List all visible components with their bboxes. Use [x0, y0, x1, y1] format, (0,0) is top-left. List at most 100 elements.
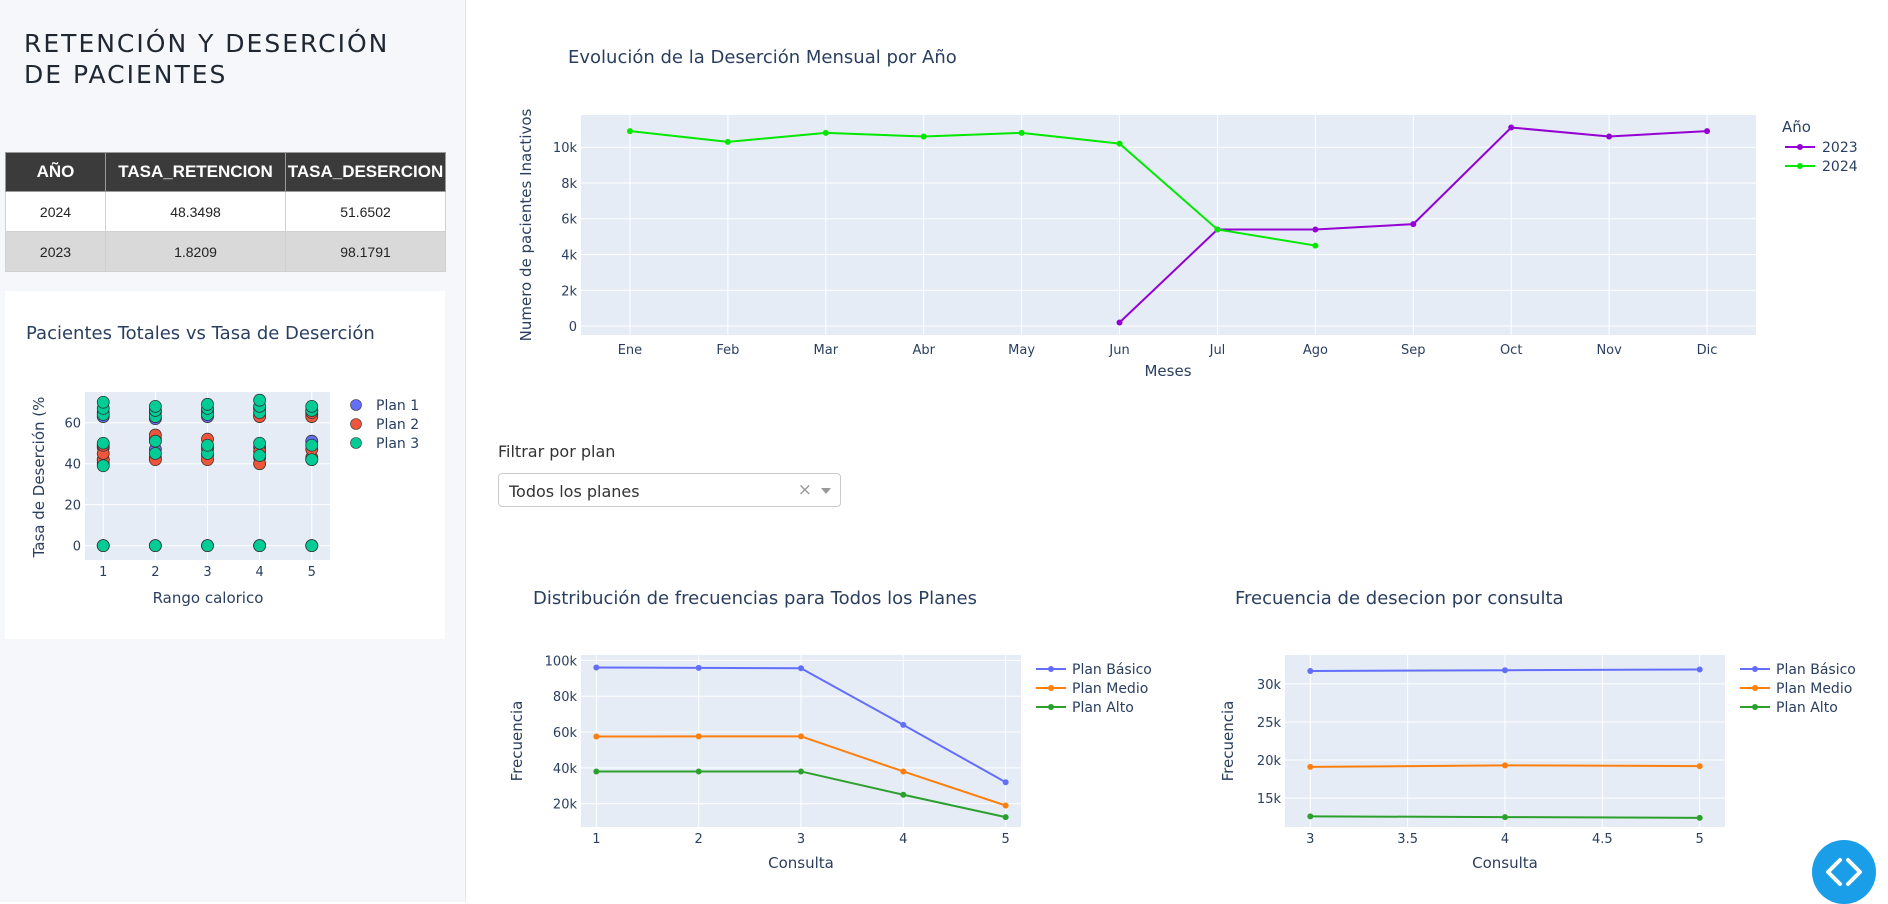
data-point[interactable] [593, 664, 600, 671]
data-point[interactable] [900, 791, 907, 798]
data-point[interactable] [1018, 129, 1025, 136]
data-point[interactable] [1502, 814, 1508, 821]
legend-marker [1048, 666, 1054, 672]
legend-marker[interactable] [350, 418, 362, 430]
data-point[interactable] [798, 733, 804, 740]
data-point[interactable] [593, 768, 600, 775]
legend-marker[interactable] [350, 437, 362, 449]
legend-label[interactable]: Plan Alto [1072, 700, 1134, 716]
legend-label[interactable]: Plan 3 [376, 436, 419, 452]
scatter-point[interactable] [96, 459, 110, 473]
scatter-point[interactable] [96, 539, 110, 553]
data-point[interactable] [1606, 133, 1613, 140]
y-tick-label: 25k [1257, 716, 1282, 731]
data-point[interactable] [1307, 763, 1314, 770]
data-point[interactable] [1696, 666, 1703, 673]
scatter-point[interactable] [201, 397, 214, 411]
col-header-tasa-retencion[interactable]: TASA_RETENCION [105, 152, 286, 192]
x-tick-label: 3 [1306, 832, 1314, 847]
data-point[interactable] [1502, 762, 1508, 769]
freq-chart-title: Distribución de frecuencias para Todos l… [533, 588, 977, 609]
col-header-tasa-desercion[interactable]: TASA_DESERCION [285, 152, 446, 192]
data-point[interactable] [900, 721, 907, 728]
data-point[interactable] [724, 138, 731, 145]
scatter-point[interactable] [148, 434, 162, 448]
legend-label[interactable]: Plan Medio [1776, 681, 1852, 697]
legend-label[interactable]: Plan Básico [1072, 662, 1152, 678]
freq-line-chart[interactable]: 1 2 3 4 5 20k 40k 60k 80k 100k Consulta Frecuenc… [505, 640, 1155, 875]
data-point[interactable] [798, 768, 804, 775]
scatter-point[interactable] [253, 436, 267, 450]
data-point[interactable] [1214, 226, 1221, 233]
data-point[interactable] [1002, 779, 1009, 786]
scatter-point[interactable] [253, 539, 267, 553]
plan-filter-dropdown[interactable]: Todos los planes × [498, 473, 841, 507]
data-point[interactable] [626, 128, 633, 135]
data-point[interactable] [920, 133, 927, 140]
scatter-point[interactable] [305, 539, 319, 553]
legend-label[interactable]: Plan Alto [1776, 700, 1838, 716]
col-header-anio[interactable]: AÑO [5, 152, 106, 192]
legend-label[interactable]: Plan 2 [376, 417, 419, 433]
scatter-point[interactable] [305, 453, 319, 467]
data-point[interactable] [695, 664, 702, 671]
data-point[interactable] [798, 665, 804, 672]
scatter-point[interactable] [201, 539, 214, 553]
scatter-point[interactable] [148, 539, 162, 553]
series-line-2024[interactable] [629, 130, 1316, 247]
scatter-point[interactable] [253, 393, 267, 407]
chevron-down-icon[interactable] [821, 488, 831, 494]
y-axis-label: Frecuencia [508, 701, 526, 782]
data-point[interactable] [1696, 763, 1703, 770]
legend-label[interactable]: Plan Básico [1776, 662, 1856, 678]
x-tick-label: 3 [203, 565, 211, 580]
data-point[interactable] [1116, 140, 1123, 147]
scatter-chart[interactable]: 1 2 3 4 5 0 20 40 60 Rango calorico Tasa de Des… [20, 380, 460, 620]
scatter-point[interactable] [305, 399, 319, 413]
consulta-line-chart[interactable]: 3 3.5 4 4.5 5 15k 20k 25k 30k Consulta Frecuenc… [1210, 640, 1880, 875]
data-point[interactable] [1312, 242, 1319, 249]
data-point[interactable] [900, 768, 907, 775]
x-axis-label: Consulta [768, 854, 834, 872]
data-point[interactable] [695, 768, 702, 775]
scatter-point[interactable] [148, 447, 162, 460]
legend-label[interactable]: Plan 1 [376, 398, 419, 414]
table-row: 2024 48.3498 51.6502 [5, 191, 446, 232]
scatter-point[interactable] [201, 438, 214, 452]
data-point[interactable] [1696, 814, 1703, 821]
data-point[interactable] [1502, 667, 1508, 674]
data-point[interactable] [1312, 226, 1319, 233]
y-tick-label: 10k [553, 141, 578, 156]
x-tick-label: Ago [1303, 343, 1328, 358]
x-tick-label: 2 [695, 832, 703, 847]
scatter-point[interactable] [253, 449, 267, 462]
legend-marker [1797, 163, 1803, 169]
clear-icon[interactable]: × [797, 480, 812, 500]
data-point[interactable] [1410, 221, 1417, 228]
data-point[interactable] [1116, 319, 1123, 326]
x-tick-label: 4 [255, 565, 263, 580]
monthly-line-chart[interactable]: Ene Feb Mar Abr May Jun Jul Ago Sep Oct Nov Dic 0 2k… [500, 100, 1880, 400]
data-point[interactable] [1307, 813, 1314, 820]
data-point[interactable] [1002, 814, 1009, 821]
retention-table: AÑO TASA_RETENCION TASA_DESERCION 2024 4… [5, 152, 446, 272]
data-point[interactable] [1002, 802, 1009, 809]
legend-marker[interactable] [350, 399, 362, 411]
scatter-point[interactable] [305, 438, 319, 452]
code-toggle-button[interactable] [1812, 840, 1876, 904]
data-point[interactable] [1307, 667, 1314, 674]
scatter-point[interactable] [96, 436, 110, 450]
data-point[interactable] [695, 733, 702, 740]
x-tick-label: 4 [1501, 832, 1509, 847]
data-point[interactable] [822, 129, 829, 136]
legend-label[interactable]: 2023 [1822, 140, 1858, 156]
y-tick-label: 0 [569, 320, 577, 335]
scatter-point[interactable] [148, 399, 162, 413]
data-point[interactable] [593, 733, 600, 740]
data-point[interactable] [1704, 128, 1711, 135]
legend-label[interactable]: Plan Medio [1072, 681, 1148, 697]
scatter-point[interactable] [96, 395, 110, 409]
legend-label[interactable]: 2024 [1822, 159, 1858, 175]
x-tick-label: Feb [716, 343, 739, 358]
data-point[interactable] [1508, 124, 1515, 131]
